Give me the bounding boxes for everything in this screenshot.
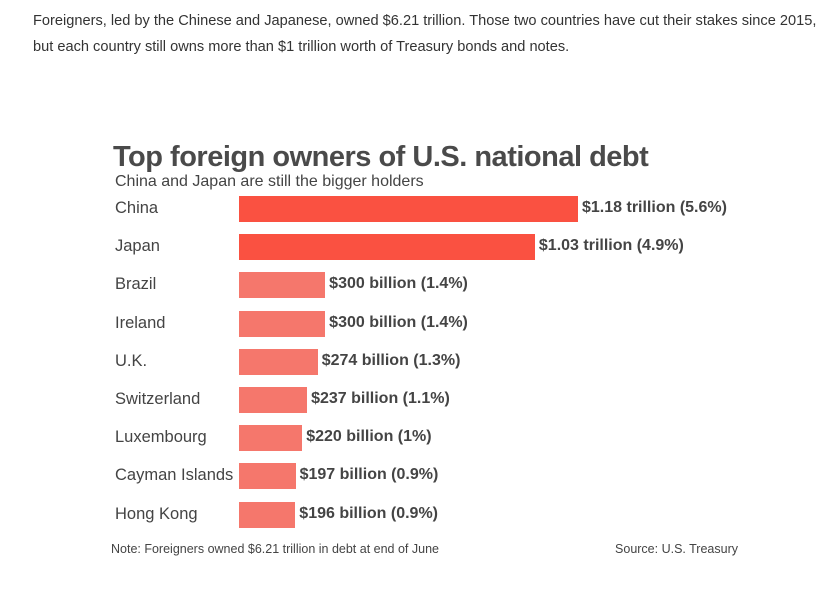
bar-china [239,196,578,222]
category-label: Brazil [115,275,157,294]
data-label: $197 billion (0.9%) [299,466,439,484]
chart-note: Note: Foreigners owned $6.21 trillion in… [111,542,439,556]
data-label: $274 billion (1.3%) [321,351,461,369]
category-label: Switzerland [115,390,201,408]
category-label: Japan [115,237,160,256]
bar-japan [239,234,535,261]
data-label: $1.03 trillion (4.9%) [538,237,684,255]
category-label: China [115,199,159,217]
bar-ireland [239,310,326,337]
data-label: $237 billion (1.1%) [311,390,450,407]
bar-cayman-islands [239,463,296,490]
chart-title: Top foreign owners of U.S. national debt [113,141,649,173]
bar-switzerland [239,387,308,413]
article-paragraph: Foreigners, led by the Chinese and Japan… [33,13,817,55]
bar-luxembourg [239,425,303,452]
data-label: $1.18 trillion (5.6%) [582,199,727,216]
chart-source: Source: U.S. Treasury [615,542,738,556]
data-label: $300 billion (1.4%) [329,313,468,331]
data-label: $196 billion (0.9%) [299,504,439,522]
category-label: Cayman Islands [115,466,234,485]
bar-brazil [239,272,326,299]
bar-u-k- [239,348,318,375]
category-label: Hong Kong [115,504,198,523]
category-label: Ireland [115,313,166,332]
bar-hong-kong [239,501,296,528]
data-label: $220 billion (1%) [306,428,432,446]
chart-subtitle: China and Japan are still the bigger hol… [115,173,424,190]
category-label: U.K. [115,351,148,370]
category-label: Luxembourg [115,428,207,447]
data-label: $300 billion (1.4%) [329,275,468,293]
